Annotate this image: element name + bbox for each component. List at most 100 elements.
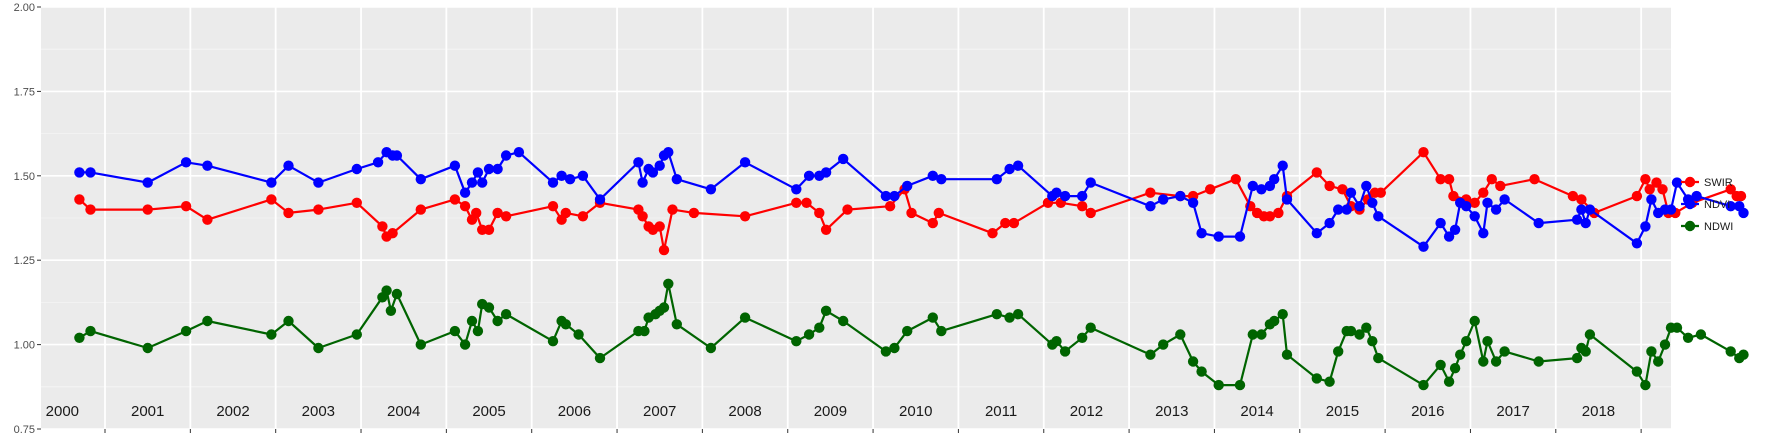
data-point-ndwi (1361, 322, 1372, 333)
y-axis: 0.75 1.00 1.25 1.50 1.75 2.00 (14, 2, 41, 436)
data-point-ndwi (1213, 379, 1224, 391)
data-point-swir (85, 204, 96, 215)
data-point-ndvi (1354, 201, 1365, 212)
data-point-swir (1567, 190, 1579, 202)
data-point-ndvi (1175, 190, 1186, 202)
data-point-ndwi (459, 339, 471, 350)
data-point-ndvi (705, 184, 717, 195)
data-point-ndvi (880, 190, 892, 202)
data-point-ndvi (513, 147, 525, 158)
data-point-ndvi (372, 157, 384, 168)
data-point-swir (1576, 194, 1587, 205)
data-point-ndvi (1281, 194, 1293, 205)
data-point-ndvi (180, 157, 192, 168)
data-point-ndvi (1324, 217, 1335, 229)
data-point-ndwi (814, 322, 825, 333)
data-point-ndwi (1455, 349, 1466, 360)
data-point-swir (884, 201, 896, 212)
data-point-ndvi (791, 184, 802, 195)
data-point-swir (1324, 180, 1335, 192)
data-point-swir (266, 194, 277, 205)
data-point-ndwi (1490, 356, 1502, 367)
data-point-ndwi (202, 315, 213, 327)
data-point-ndvi (1059, 190, 1071, 202)
data-point-ndvi (556, 170, 567, 181)
data-point-ndvi (1311, 228, 1323, 239)
data-point-swir (313, 204, 324, 215)
data-point-ndvi (564, 174, 576, 185)
data-point-ndwi (1482, 336, 1493, 347)
data-point-ndvi (902, 180, 913, 192)
data-point-ndvi (1482, 197, 1493, 208)
data-point-ndwi (1269, 315, 1280, 327)
data-point-ndvi (391, 150, 403, 161)
data-point-ndwi (85, 325, 96, 337)
series-layer (74, 147, 1749, 391)
data-point-ndvi (1234, 231, 1246, 242)
data-point-swir (180, 201, 192, 212)
data-point-swir (1644, 184, 1655, 195)
data-point-ndvi (283, 160, 294, 171)
data-point-swir (1230, 174, 1242, 185)
data-point-ndwi (351, 329, 362, 340)
data-point-ndwi (1571, 352, 1583, 364)
data-point-ndwi (1345, 325, 1357, 337)
data-point-ndvi (1725, 201, 1736, 212)
data-point-swir (1478, 187, 1489, 198)
data-point-ndwi (1738, 349, 1749, 360)
data-point-ndvi (577, 170, 589, 181)
data-point-ndvi (1646, 194, 1657, 205)
data-point-ndwi (791, 336, 802, 347)
data-point-ndvi (351, 163, 362, 175)
data-point-swir (637, 211, 648, 222)
data-point-swir (1631, 190, 1643, 202)
data-point-ndvi (1012, 160, 1024, 171)
data-point-ndvi (1213, 231, 1224, 242)
data-point-ndvi (1367, 197, 1378, 208)
data-point-ndwi (547, 336, 559, 347)
data-point-ndvi (483, 163, 495, 175)
year-label: 2000 (46, 403, 79, 420)
data-point-ndvi (1584, 204, 1596, 215)
data-point-ndwi (1646, 346, 1657, 357)
data-point-ndwi (1659, 339, 1671, 350)
data-point-ndwi (391, 288, 403, 300)
data-point-ndvi (1571, 214, 1583, 225)
data-point-ndwi (449, 325, 461, 337)
data-point-ndwi (1175, 329, 1186, 340)
data-point-ndvi (1443, 231, 1455, 242)
data-point-swir (814, 207, 825, 219)
data-point-swir (492, 207, 503, 219)
data-point-swir (142, 204, 153, 215)
data-point-ndwi (1077, 332, 1088, 343)
data-point-ndvi (1671, 177, 1683, 188)
y-tick-label: 0.75 (14, 424, 35, 436)
data-point-ndwi (1187, 356, 1199, 367)
data-point-swir (1085, 207, 1096, 219)
data-point-ndwi (483, 302, 495, 313)
data-point-ndvi (1145, 201, 1156, 212)
data-point-ndwi (1533, 356, 1544, 367)
data-point-swir (1640, 174, 1651, 185)
legend-key-point (1684, 220, 1696, 232)
data-point-ndvi (142, 177, 153, 188)
data-point-swir (1469, 197, 1480, 208)
data-point-ndwi (658, 302, 670, 313)
data-point-ndwi (266, 329, 277, 340)
legend-label: NDWI (1704, 221, 1733, 233)
data-point-swir (987, 228, 998, 239)
data-point-ndvi (1196, 228, 1207, 239)
data-point-swir (1145, 187, 1156, 198)
year-label: 2012 (1070, 403, 1103, 420)
data-point-ndwi (705, 342, 717, 354)
data-point-ndwi (466, 315, 478, 327)
data-point-ndvi (492, 163, 503, 175)
y-tick-label: 1.50 (14, 171, 35, 183)
legend-label: NDVI (1704, 199, 1730, 211)
data-point-swir (387, 228, 398, 239)
data-point-swir (1000, 217, 1011, 229)
data-point-ndwi (1277, 309, 1288, 320)
data-point-ndwi (1324, 376, 1335, 387)
data-point-ndvi (1004, 163, 1015, 175)
data-point-swir (1008, 217, 1020, 229)
